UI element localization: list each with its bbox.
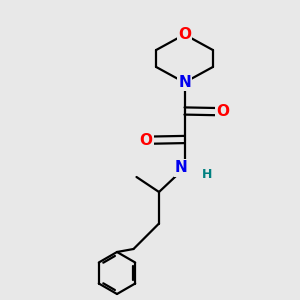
Text: N: N [178, 75, 191, 90]
Text: O: O [217, 104, 230, 119]
Text: N: N [175, 160, 188, 175]
Text: O: O [139, 133, 152, 148]
Text: H: H [202, 167, 212, 181]
Text: O: O [178, 27, 191, 42]
